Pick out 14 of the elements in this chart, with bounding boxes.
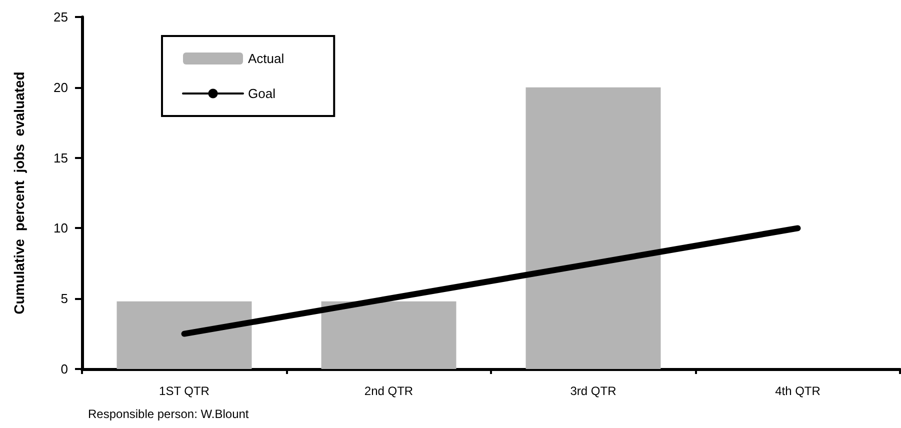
legend-label: Goal — [248, 86, 276, 101]
y-tick-label: 0 — [60, 362, 68, 376]
x-tick-label: 3rd QTR — [570, 384, 617, 398]
y-axis-title: Cumulative percent jobs evaluated — [11, 72, 27, 314]
x-tick-label: 4th QTR — [775, 384, 821, 398]
y-tick-label: 5 — [60, 291, 68, 306]
y-tick-label: 20 — [54, 80, 68, 95]
legend-label: Actual — [248, 51, 284, 66]
text: Responsible person: W.Blount — [88, 407, 250, 421]
x-tick-label: 2nd QTR — [364, 384, 414, 398]
y-tick-label: 10 — [54, 220, 68, 236]
y-tick-label: 25 — [54, 10, 68, 24]
x-tick-label: 1ST QTR — [159, 384, 210, 398]
y-tick-label: 15 — [54, 150, 68, 166]
